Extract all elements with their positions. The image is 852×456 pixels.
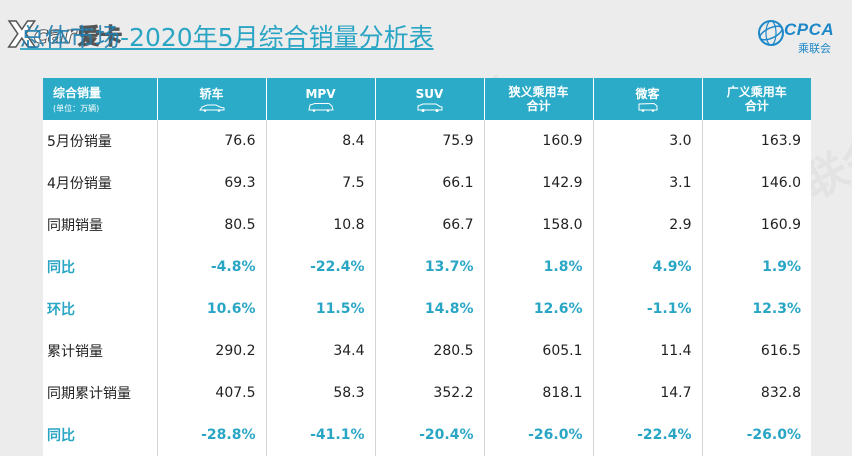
column-label-line1: 狭义乘用车: [508, 85, 569, 99]
table-row: 累计销量 290.2 34.4 280.5 605.1 11.4 616.5: [43, 330, 811, 372]
table-cell: 13.7%: [375, 246, 485, 288]
column-label: SUV: [415, 86, 444, 101]
table-cell: 832.8: [702, 372, 811, 414]
table-cell: -28.8%: [157, 414, 267, 456]
column-header-sedan: 轿车: [157, 78, 267, 120]
table-cell: 34.4: [266, 330, 376, 372]
xcar-logo-x: X: [7, 14, 36, 57]
table-cell: 14.8%: [375, 288, 485, 330]
column-label: 微客: [635, 86, 660, 101]
column-label: MPV: [305, 86, 336, 101]
table-cell: 8.4: [266, 120, 376, 162]
table-cell: -26.0%: [702, 414, 811, 456]
row-label: 4月份销量: [43, 162, 158, 204]
table-cell: 280.5: [375, 330, 485, 372]
corner-main: 综合销量: [53, 86, 102, 100]
table-cell: 163.9: [702, 120, 811, 162]
table-cell: -26.0%: [484, 414, 594, 456]
table-cell: 1.9%: [702, 246, 811, 288]
table-cell: 407.5: [157, 372, 267, 414]
table-cell: 12.3%: [702, 288, 811, 330]
mpv-icon: [307, 102, 334, 112]
xcar-logo-cn: 爱卡: [78, 25, 123, 51]
table-cell: 160.9: [484, 120, 594, 162]
cpca-logo: CPCA 乘联会: [754, 14, 844, 56]
column-header-narrow-total: 狭义乘用车 合计: [484, 78, 594, 120]
table-cell: 146.0: [702, 162, 811, 204]
sedan-icon: [198, 104, 224, 112]
page-title: 总体市场-2020年5月综合销量分析表: [20, 18, 434, 52]
title-lead: 总体市场: [20, 23, 121, 52]
table-cell: 80.5: [157, 204, 267, 246]
table-cell: 605.1: [484, 330, 594, 372]
row-label: 同比: [43, 414, 158, 456]
table-row: 同比 -28.8% -41.1% -20.4% -26.0% -22.4% -26.0%: [43, 414, 811, 456]
row-label: 同比: [43, 246, 158, 288]
table-cell: 160.9: [702, 204, 811, 246]
table-cell: 290.2: [157, 330, 267, 372]
column-header-suv: SUV: [375, 78, 485, 120]
column-label-line2: 合计: [526, 99, 551, 113]
table-cell: 2.9: [593, 204, 703, 246]
table-cell: 58.3: [266, 372, 376, 414]
table-cell: 75.9: [375, 120, 485, 162]
table-cell: -22.4%: [266, 246, 376, 288]
column-label-line2: 合计: [744, 99, 769, 113]
row-label: 5月份销量: [43, 120, 158, 162]
table-cell: 3.0: [593, 120, 703, 162]
table-cell: 69.3: [157, 162, 267, 204]
table-cell: -1.1%: [593, 288, 703, 330]
table-row: 同期销量 80.5 10.8 66.7 158.0 2.9 160.9: [43, 204, 811, 246]
table-cell: 1.8%: [484, 246, 594, 288]
row-label: 同期销量: [43, 204, 158, 246]
table-cell: 3.1: [593, 162, 703, 204]
table-cell: 4.9%: [593, 246, 703, 288]
table-cell: -20.4%: [375, 414, 485, 456]
xcar-logo: X car 爱卡: [0, 14, 150, 57]
table-row: 环比 10.6% 11.5% 14.8% 12.6% -1.1% 12.3%: [43, 288, 811, 330]
column-header-broad-total: 广义乘用车 合计: [702, 78, 811, 120]
row-label: 累计销量: [43, 330, 158, 372]
table-row: 同比 -4.8% -22.4% 13.7% 1.8% 4.9% 1.9%: [43, 246, 811, 288]
table-cell: 11.5%: [266, 288, 376, 330]
cpca-cn: 乘联会: [798, 42, 831, 55]
table-cell: 818.1: [484, 372, 594, 414]
row-label: 同期累计销量: [43, 372, 158, 414]
xcar-logo-car: car: [33, 21, 77, 50]
table-cell: 10.6%: [157, 288, 267, 330]
table-cell: 66.1: [375, 162, 485, 204]
table-cell: 616.5: [702, 330, 811, 372]
table-row: 4月份销量 69.3 7.5 66.1 142.9 3.1 146.0: [43, 162, 811, 204]
minivan-icon: [638, 102, 657, 112]
column-label-line1: 广义乘用车: [726, 85, 787, 99]
table-cell: -22.4%: [593, 414, 703, 456]
table-body: 5月份销量 76.6 8.4 75.9 160.9 3.0 163.9 4月份销量 69.3 7.…: [43, 120, 811, 456]
cpca-name: CPCA: [784, 20, 835, 39]
table-cell: 142.9: [484, 162, 594, 204]
table-cell: -41.1%: [266, 414, 376, 456]
table-cell: 352.2: [375, 372, 485, 414]
column-header-minivan: 微客: [593, 78, 703, 120]
column-header-mpv: MPV: [266, 78, 376, 120]
table-cell: 158.0: [484, 204, 594, 246]
table-header-row: 综合销量 (单位：万辆) 轿车 MPV SUV: [43, 78, 811, 120]
table-row: 同期累计销量 407.5 58.3 352.2 818.1 14.7 832.8: [43, 372, 811, 414]
table-row: 5月份销量 76.6 8.4 75.9 160.9 3.0 163.9: [43, 120, 811, 162]
title-rest: -2020年5月综合销量分析表: [120, 23, 434, 52]
column-label: 轿车: [199, 86, 224, 101]
table-cell: 10.8: [266, 204, 376, 246]
corner-unit: (单位：万辆): [53, 104, 100, 113]
table-cell: 7.5: [266, 162, 376, 204]
cpca-globe-icon: [758, 20, 784, 46]
table-cell: 66.7: [375, 204, 485, 246]
table-cell: -4.8%: [157, 246, 267, 288]
sales-table: 综合销量 (单位：万辆) 轿车 MPV SUV: [43, 78, 811, 456]
table-corner-header: 综合销量 (单位：万辆): [43, 78, 158, 120]
table-cell: 11.4: [593, 330, 703, 372]
table-cell: 12.6%: [484, 288, 594, 330]
table-cell: 76.6: [157, 120, 267, 162]
row-label: 环比: [43, 288, 158, 330]
suv-icon: [417, 103, 442, 112]
table-cell: 14.7: [593, 372, 703, 414]
